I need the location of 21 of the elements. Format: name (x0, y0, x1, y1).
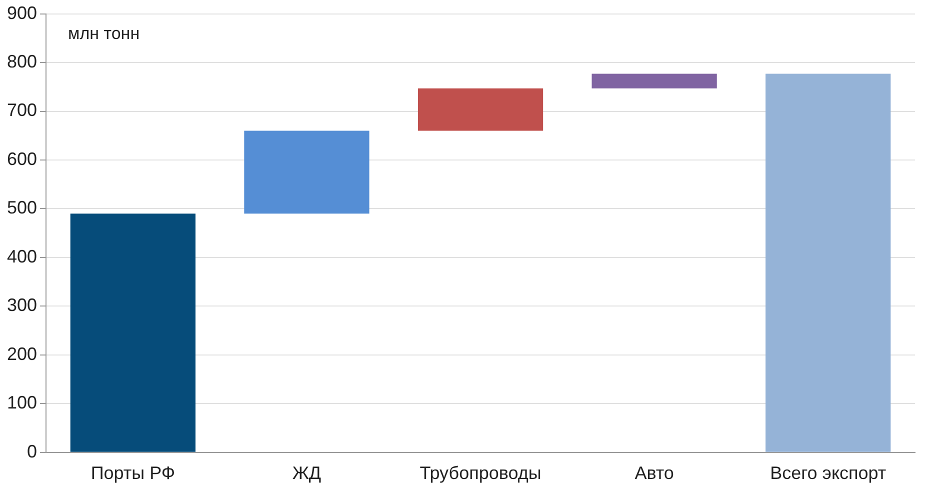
x-tick-label: Порты РФ (90, 463, 176, 484)
y-tick-label: 0 (27, 441, 38, 462)
y-tick-label: 900 (6, 2, 38, 23)
y-tick-label: 500 (6, 198, 38, 218)
y-tick-label: 400 (6, 246, 38, 266)
bar (766, 74, 891, 452)
bar (70, 214, 196, 452)
bar (592, 74, 717, 88)
y-tick-label: 100 (6, 392, 38, 413)
bar (244, 130, 370, 214)
x-tick-label: Авто (634, 463, 674, 484)
y-tick-label: 300 (6, 295, 38, 316)
x-tick-label: Всего экспорт (770, 463, 886, 484)
y-tick-label: 600 (6, 148, 38, 169)
x-tick-label: ЖД (292, 463, 322, 484)
x-tick-label: Трубопроводы (420, 463, 542, 484)
y-tick-label: 800 (6, 52, 38, 72)
annotation: млн тонн (68, 24, 140, 43)
bar (418, 88, 544, 131)
y-tick-label: 200 (6, 344, 38, 364)
y-tick-label: 700 (6, 100, 38, 120)
